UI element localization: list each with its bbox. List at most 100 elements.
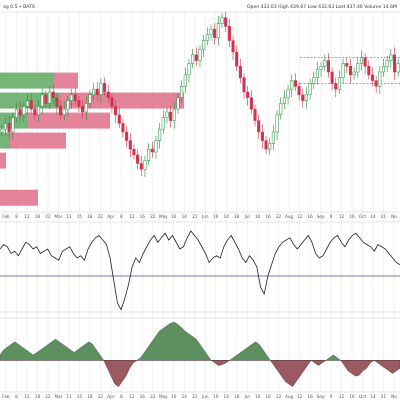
candle-body — [319, 66, 323, 70]
x-tick-label: 15 — [77, 394, 83, 399]
candle-body — [345, 63, 349, 67]
candle-body — [25, 100, 30, 107]
x-tick-label: Apr — [107, 214, 115, 219]
x-tick-label: 21 — [192, 394, 198, 399]
candle-body — [92, 88, 96, 96]
candle-body — [337, 77, 341, 90]
x-tick-label: May — [159, 214, 168, 219]
x-tick-label: 10 — [171, 394, 177, 399]
x-tick-label: 21 — [192, 214, 198, 219]
candle-body — [18, 108, 22, 116]
price-x-axis: Feb 8 12 18 22 Mar 11 15 18 22 Apr 8 12 16 22 May 10 14 21… — [2, 214, 397, 219]
candle-body — [84, 103, 88, 113]
x-tick-label: 12 — [24, 394, 30, 399]
x-tick-label: 22 — [150, 394, 156, 399]
x-tick-label: Jun — [201, 394, 209, 399]
candle-body — [44, 94, 48, 104]
candle-body — [374, 80, 378, 87]
x-tick-label: 8 — [15, 214, 18, 219]
volume-by-price-down-bar — [28, 112, 110, 129]
x-tick-label: 10 — [255, 394, 261, 399]
candle-body — [169, 111, 173, 121]
oscillator-line — [0, 230, 400, 311]
x-tick-label: 15 — [77, 214, 83, 219]
candle-body — [66, 100, 70, 110]
candle-body — [176, 97, 180, 110]
candle-body — [216, 23, 220, 38]
candle-body — [143, 160, 147, 170]
candle-body — [253, 108, 257, 121]
candle-body — [77, 100, 81, 107]
candle-body — [323, 60, 327, 67]
x-tick-label: 11 — [66, 394, 72, 399]
x-tick-label: 18 — [35, 394, 41, 399]
x-tick-label: Oct — [359, 394, 367, 399]
candle-body — [161, 117, 165, 130]
candle-body — [11, 117, 15, 133]
candle-body — [198, 48, 202, 61]
candle-body — [183, 74, 187, 87]
candle-body — [381, 66, 386, 73]
candle-body — [257, 120, 261, 133]
x-tick-label: 12 — [24, 214, 30, 219]
candle-body — [242, 77, 246, 93]
x-tick-label: 14 — [224, 394, 230, 399]
candle-body — [136, 154, 140, 164]
candle-body — [385, 60, 389, 67]
candle-body — [392, 54, 397, 73]
x-tick-label: 12 — [297, 394, 303, 399]
x-tick-label: 22 — [45, 214, 51, 219]
candle-body — [213, 28, 217, 38]
histogram-positive-area — [0, 322, 400, 361]
x-tick-label: Jul — [244, 214, 250, 219]
candle-body — [70, 94, 74, 101]
x-tick-label: 16 — [265, 214, 271, 219]
volume-by-price-down-bar — [54, 72, 78, 89]
x-tick-label: Jun — [201, 214, 209, 219]
x-tick-label: Oct — [359, 214, 367, 219]
x-tick-label: 22 — [98, 214, 104, 219]
x-tick-label: 12 — [339, 394, 345, 399]
candle-body — [231, 40, 235, 53]
x-tick-label: 9 — [330, 394, 333, 399]
candle-body — [132, 148, 136, 156]
x-tick-label: Feb — [2, 394, 10, 399]
ohlc-readout: Open 433.03 High 439.67 Low 432.63 Last … — [247, 4, 397, 10]
x-tick-label: 22 — [45, 394, 51, 399]
candle-body — [220, 17, 224, 24]
candle-body — [0, 128, 4, 133]
candle-body — [81, 106, 85, 113]
volume-by-price-down-bar — [10, 132, 66, 149]
candle-body — [293, 80, 297, 87]
x-tick-label: 12 — [129, 394, 135, 399]
candle-body — [359, 57, 364, 64]
candle-body — [73, 94, 77, 101]
candle-body — [297, 86, 301, 96]
x-tick-label: 16 — [140, 214, 146, 219]
candle-body — [158, 128, 162, 141]
x-tick-label: 16 — [349, 394, 355, 399]
x-tick-label: 18 — [87, 394, 93, 399]
candle-body — [315, 68, 319, 78]
candle-body — [117, 114, 121, 124]
candle-body — [235, 51, 239, 67]
x-tick-label: 22 — [150, 214, 156, 219]
candle-body — [59, 106, 63, 116]
candle-body — [147, 148, 151, 161]
volume-by-price-down-bar — [0, 152, 6, 169]
candle-body — [29, 100, 33, 110]
x-tick-label: No — [391, 394, 397, 399]
x-tick-label: Aug — [285, 394, 294, 399]
x-tick-label: Aug — [285, 214, 294, 219]
x-tick-label: 8 — [120, 394, 123, 399]
candle-body — [378, 71, 382, 87]
candle-body — [396, 63, 400, 73]
candle-body — [106, 91, 110, 98]
x-tick-label: 18 — [234, 214, 240, 219]
candle-body — [51, 91, 55, 98]
candle-body — [110, 97, 114, 107]
x-tick-label: 16 — [307, 214, 313, 219]
x-tick-label: 22 — [276, 394, 282, 399]
candle-body — [187, 63, 191, 76]
oscillator-panel — [0, 221, 400, 313]
